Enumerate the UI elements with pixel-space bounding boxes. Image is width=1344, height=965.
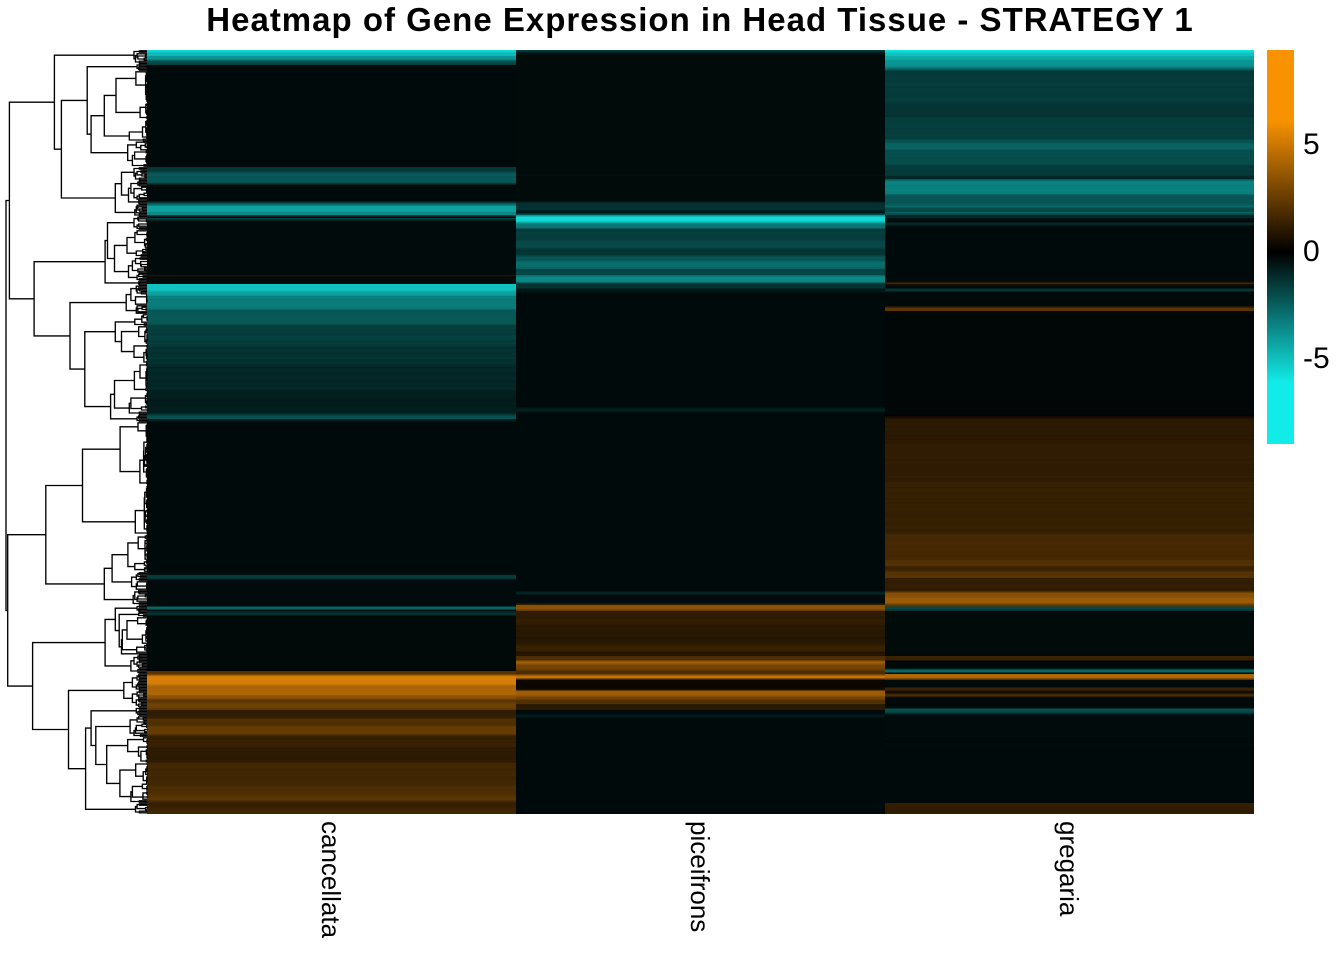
svg-text:5: 5 — [1303, 128, 1320, 161]
svg-text:0: 0 — [1303, 235, 1320, 268]
svg-text:Heatmap of Gene Expression in: Heatmap of Gene Expression in Head Tissu… — [206, 1, 1193, 38]
svg-text:-5: -5 — [1303, 342, 1330, 375]
svg-text:cancellata: cancellata — [316, 821, 346, 939]
svg-text:gregaria: gregaria — [1054, 821, 1084, 917]
svg-text:piceifrons: piceifrons — [685, 821, 715, 932]
